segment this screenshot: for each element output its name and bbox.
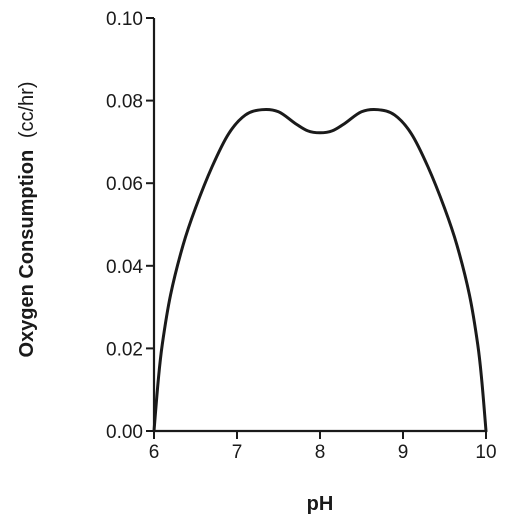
x-tick-label: 10 [475, 442, 496, 463]
y-axis-title-text: Oxygen Consumption [16, 150, 38, 358]
y-tick-label: 0.04 [106, 257, 143, 278]
x-tick-label: 9 [398, 442, 409, 463]
x-tick-label: 7 [232, 442, 243, 463]
y-tick-label: 0.02 [106, 339, 143, 360]
y-tick-label: 0.08 [106, 92, 143, 113]
series-line [152, 107, 488, 433]
x-ticks: 6 7 8 9 10 [149, 431, 497, 463]
y-axis-title-unit: (cc/hr) [16, 81, 38, 138]
plot-area [152, 107, 488, 433]
y-tick-label: 0.00 [106, 422, 143, 443]
x-tick-label: 8 [315, 442, 326, 463]
y-ticks: 0.00 0.02 0.04 0.06 0.08 0.10 [106, 9, 154, 443]
y-tick-label: 0.06 [106, 174, 143, 195]
y-tick-label: 0.10 [106, 9, 143, 30]
x-tick-label: 6 [149, 442, 160, 463]
x-axis-title: pH [307, 493, 334, 515]
y-axis-title: Oxygen Consumption (cc/hr) [16, 81, 38, 357]
